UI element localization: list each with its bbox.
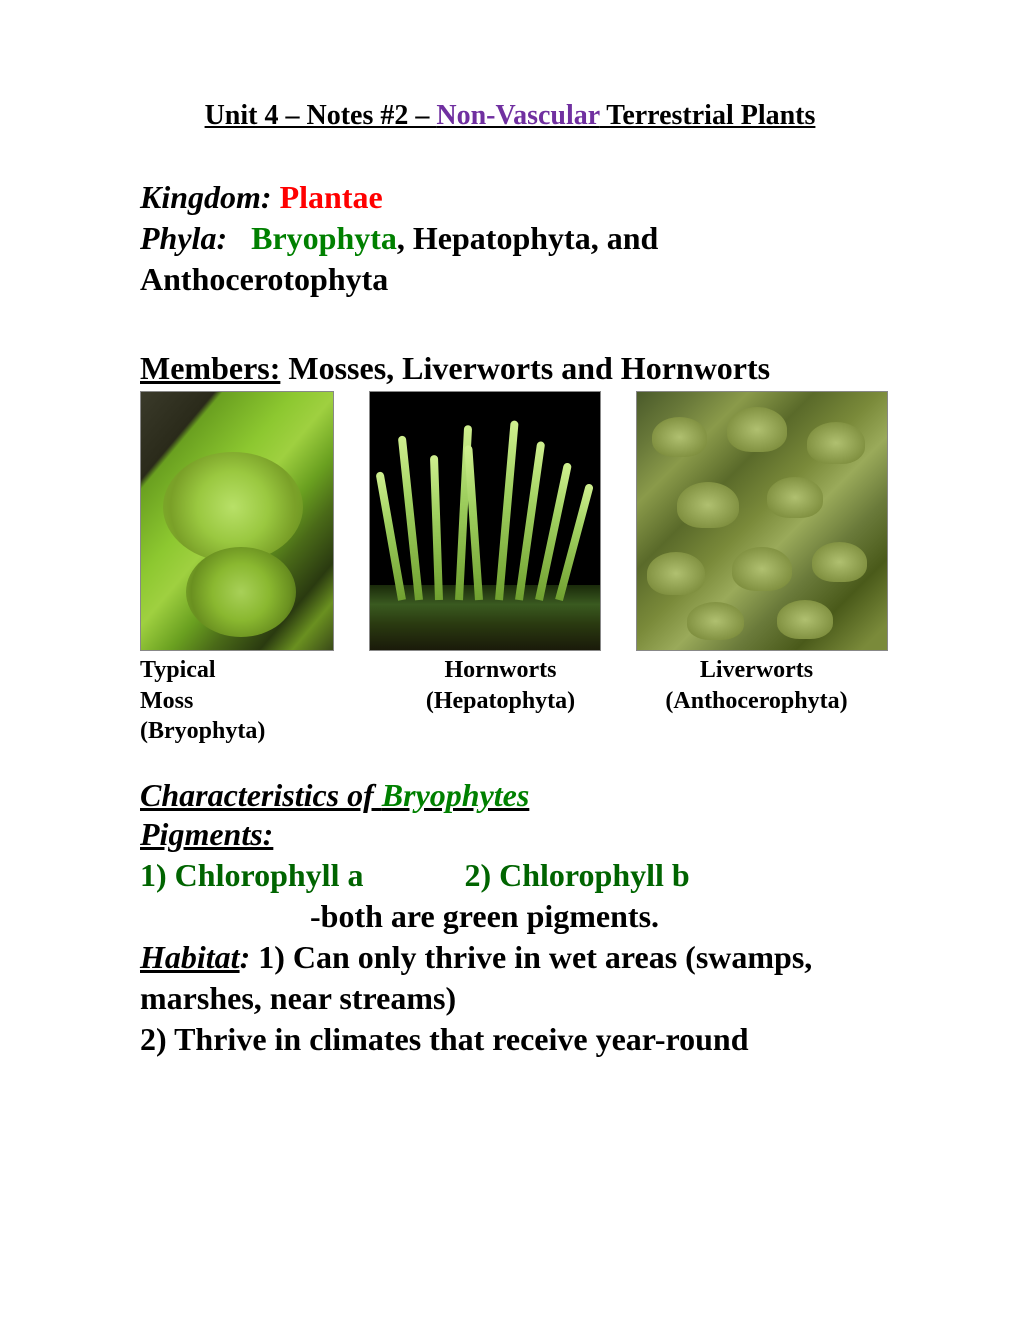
caption-hornwort: Hornworts (Hepatophyta) <box>368 655 633 747</box>
moss-image <box>140 391 334 651</box>
image-hornwort <box>369 391 601 651</box>
hornwort-image <box>369 391 601 651</box>
kingdom-line: Kingdom: Plantae <box>140 177 880 218</box>
pigments-note: -both are green pigments. <box>140 896 880 937</box>
caption-hw-l1: Hornworts <box>368 655 633 686</box>
pigments-label: Pigments: <box>140 816 273 852</box>
pigment-1: 1) Chlorophyll a <box>140 857 363 893</box>
caption-moss-l1: Typical <box>140 655 368 686</box>
phyla-line: Phyla: Bryophyta, Hepatophyta, and Antho… <box>140 218 880 300</box>
habitat-label: Habitat <box>140 939 240 975</box>
page-title: Unit 4 – Notes #2 – Non-Vascular Terrest… <box>140 100 880 132</box>
members-label: Members: <box>140 350 280 386</box>
document-page: Unit 4 – Notes #2 – Non-Vascular Terrest… <box>0 0 1020 1060</box>
caption-hw-l2: (Hepatophyta) <box>368 686 633 717</box>
title-highlight: Non-Vascular <box>436 100 599 131</box>
pigments-line: Pigments: <box>140 814 880 855</box>
habitat-item2: 2) Thrive in climates that receive year-… <box>140 1019 880 1060</box>
members-value: Mosses, Liverworts and Hornworts <box>280 350 770 386</box>
phyla-label: Phyla: <box>140 220 227 256</box>
captions-row: Typical Moss (Bryophyta) Hornworts (Hepa… <box>140 655 880 747</box>
phyla-highlight: Bryophyta <box>251 220 397 256</box>
members-line: Members: Mosses, Liverworts and Hornwort… <box>140 348 880 389</box>
kingdom-value: Plantae <box>280 179 383 215</box>
caption-moss-l2: Moss <box>140 686 368 717</box>
title-pre: Unit 4 – Notes #2 – <box>205 100 437 131</box>
caption-lw-l1: Liverworts <box>633 655 880 686</box>
images-row <box>140 391 880 651</box>
pigment-2: 2) Chlorophyll b <box>464 857 689 893</box>
pigments-items: 1) Chlorophyll a 2) Chlorophyll b <box>140 855 880 896</box>
habitat-line: Habitat: 1) Can only thrive in wet areas… <box>140 937 880 1019</box>
characteristics-title: Characteristics of Bryophytes <box>140 777 880 814</box>
habitat-colon: : <box>240 939 251 975</box>
char-title-pre: Characteristics of <box>140 777 382 813</box>
liverwort-image <box>636 391 888 651</box>
caption-liverwort: Liverworts (Anthocerophyta) <box>633 655 880 747</box>
image-liverwort <box>636 391 888 651</box>
caption-moss: Typical Moss (Bryophyta) <box>140 655 368 747</box>
title-post: Terrestrial Plants <box>600 100 816 131</box>
kingdom-label: Kingdom: <box>140 179 272 215</box>
image-moss <box>140 391 334 651</box>
characteristics-section: Characteristics of Bryophytes Pigments: … <box>140 777 880 1060</box>
caption-lw-l2: (Anthocerophyta) <box>633 686 880 717</box>
char-title-highlight: Bryophytes <box>382 777 530 813</box>
caption-moss-l3: (Bryophyta) <box>140 716 368 747</box>
